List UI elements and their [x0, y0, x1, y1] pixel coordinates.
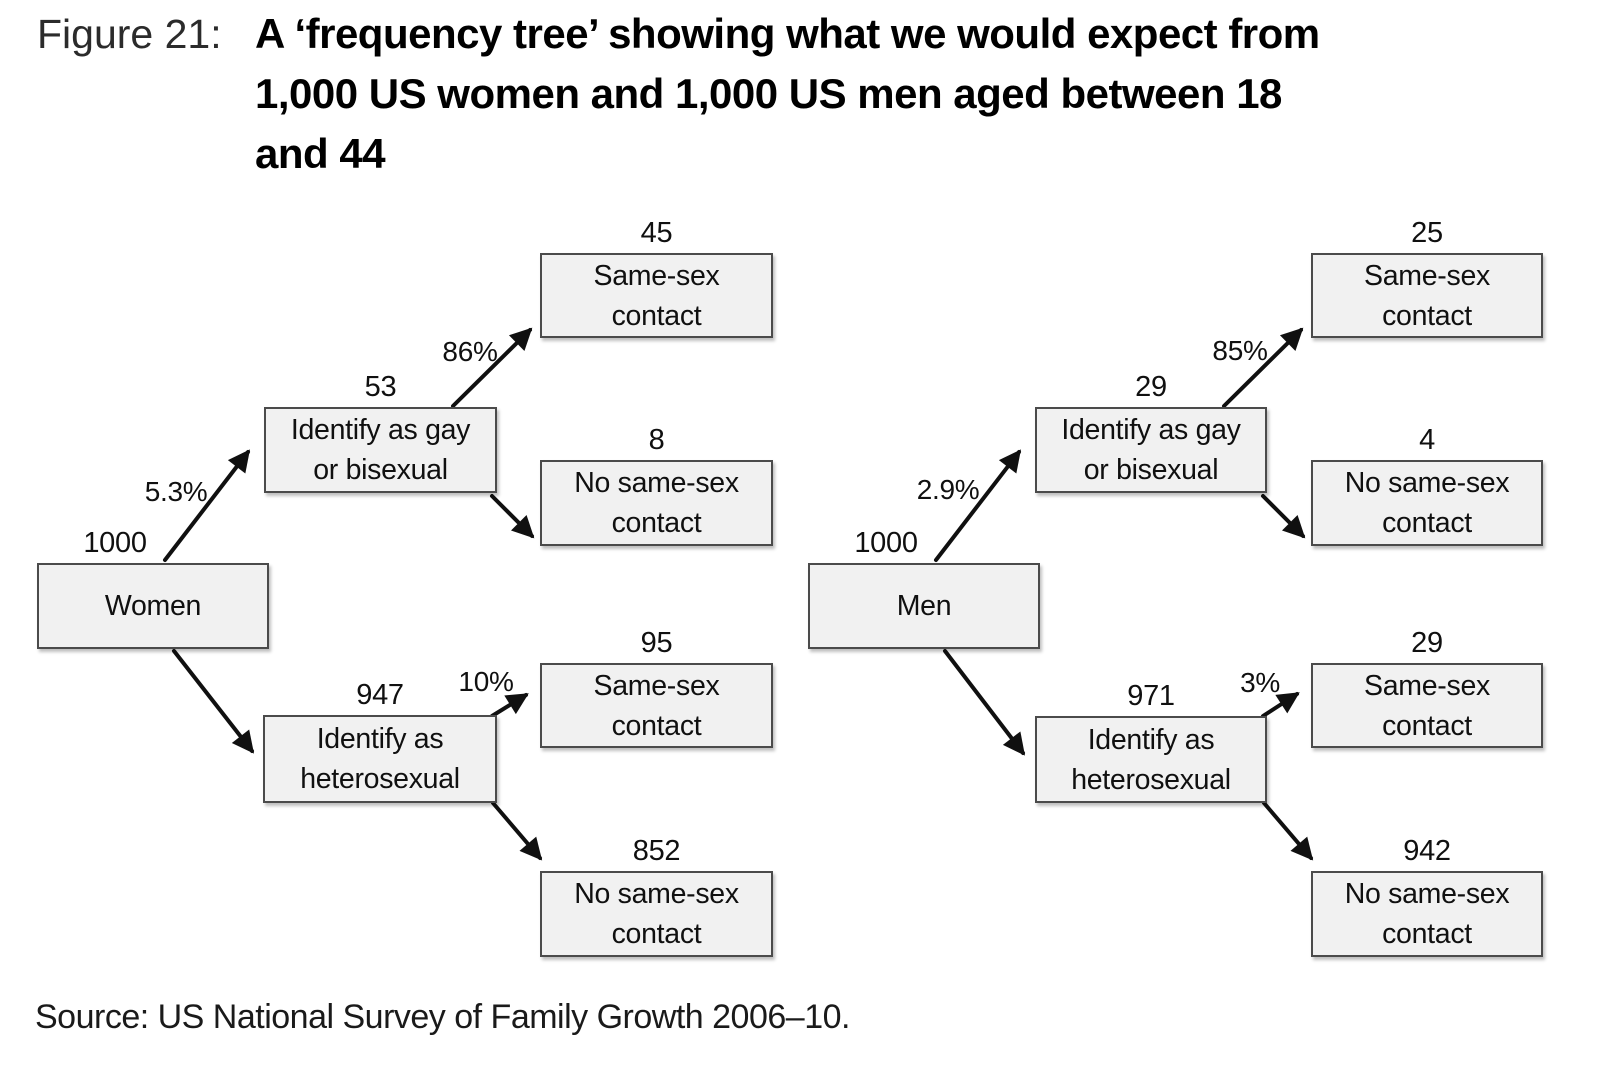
node-label: or bisexual — [1083, 454, 1219, 486]
count-women-het-same-sex: 95 — [640, 627, 673, 659]
node-label: No same-sex — [1344, 878, 1510, 910]
node-label: contact — [611, 299, 702, 332]
node-label: No same-sex — [1344, 467, 1510, 499]
node-box-women-het-same-sex: Same-sex contact — [540, 663, 773, 748]
figure-title: A ‘frequency tree’ showing what we would… — [255, 4, 1515, 184]
node-label: Same-sex — [593, 669, 720, 702]
node-box-men-gay-bisexual: Identify as gay or bisexual — [1035, 407, 1267, 493]
pct-women-gb-same-sex: 86% — [442, 336, 498, 367]
figure-title-line-1: A ‘frequency tree’ showing what we would… — [255, 10, 1320, 57]
node-label: contact — [1382, 299, 1472, 332]
node-label: contact — [1382, 918, 1472, 950]
node-label: contact — [611, 918, 702, 950]
figure-title-line-2: 1,000 US women and 1,000 US men aged bet… — [255, 70, 1282, 117]
arrow-men-to-heterosexual — [943, 649, 1026, 756]
node-box-men-heterosexual: Identify as heterosexual — [1035, 716, 1267, 803]
node-label: contact — [611, 507, 702, 539]
count-men-root: 1000 — [854, 527, 918, 559]
node-label: No same-sex — [574, 878, 739, 910]
count-men-het-same-sex: 29 — [1411, 627, 1443, 659]
count-men-gb-no-same-sex: 4 — [1419, 424, 1435, 456]
node-label: Women — [104, 590, 202, 622]
node-label: Same-sex — [1364, 669, 1490, 702]
node-label: Same-sex — [1364, 259, 1490, 292]
node-label: heterosexual — [300, 763, 460, 795]
arrow-whet-to-no-same-sex — [491, 801, 543, 861]
node-box-men-gb-same-sex: Same-sex contact — [1311, 253, 1543, 338]
node-label: contact — [611, 709, 702, 742]
arrow-women-to-heterosexual — [172, 649, 255, 754]
arrow-whet-to-same-sex — [490, 693, 529, 718]
node-label: Identify as — [1087, 723, 1215, 756]
count-men-gb-same-sex: 25 — [1411, 217, 1443, 249]
node-label: Identify as — [316, 723, 444, 755]
node-label: No same-sex — [574, 467, 739, 499]
node-label: Identify as gay — [290, 414, 471, 446]
count-women-gay-bisexual: 53 — [364, 371, 397, 403]
node-box-men-het-same-sex: Same-sex contact — [1311, 663, 1543, 748]
figure-number-label: Figure 21: — [37, 11, 222, 57]
figure-header: Figure 21: A ‘frequency tree’ showing wh… — [37, 4, 1515, 184]
node-box-women: Women — [37, 563, 269, 649]
node-label: Same-sex — [593, 259, 720, 292]
pct-men-gay-bisexual: 2.9% — [916, 474, 980, 505]
count-women-heterosexual: 947 — [356, 679, 404, 711]
node-box-women-gay-bisexual: Identify as gay or bisexual — [264, 407, 497, 493]
node-box-women-het-no-same-sex: No same-sex contact — [540, 871, 773, 957]
count-women-gb-same-sex: 45 — [640, 217, 673, 249]
figure-title-line-3: and 44 — [255, 130, 386, 177]
source-text: Source: US National Survey of Family Gro… — [35, 998, 850, 1036]
node-box-men-gb-no-same-sex: No same-sex contact — [1311, 460, 1543, 546]
arrow-wgb-to-no-same-sex — [490, 494, 535, 539]
count-men-heterosexual: 971 — [1127, 680, 1175, 712]
node-label: or bisexual — [313, 454, 448, 486]
count-women-gb-no-same-sex: 8 — [648, 424, 665, 456]
pct-women-gay-bisexual: 5.3% — [144, 476, 208, 507]
node-label: Men — [896, 590, 952, 622]
node-box-women-gb-no-same-sex: No same-sex contact — [540, 460, 773, 546]
count-women-het-no-same-sex: 852 — [632, 835, 681, 867]
pct-women-het-same-sex: 10% — [458, 666, 514, 697]
node-label: contact — [1382, 507, 1472, 539]
node-label: heterosexual — [1071, 763, 1231, 796]
count-men-het-no-same-sex: 942 — [1403, 835, 1451, 867]
arrow-mgb-to-no-same-sex — [1261, 494, 1306, 539]
node-box-women-gb-same-sex: Same-sex contact — [540, 253, 773, 338]
node-label: Identify as gay — [1061, 414, 1241, 446]
count-men-gay-bisexual: 29 — [1135, 371, 1167, 403]
count-women-root: 1000 — [83, 527, 147, 559]
pct-men-gb-same-sex: 85% — [1212, 335, 1268, 366]
pct-men-het-same-sex: 3% — [1240, 667, 1280, 698]
node-box-men: Men — [808, 563, 1040, 649]
node-label: contact — [1382, 709, 1472, 742]
arrow-mhet-to-no-same-sex — [1262, 801, 1314, 861]
node-box-women-heterosexual: Identify as heterosexual — [263, 715, 497, 803]
node-box-men-het-no-same-sex: No same-sex contact — [1311, 871, 1543, 957]
